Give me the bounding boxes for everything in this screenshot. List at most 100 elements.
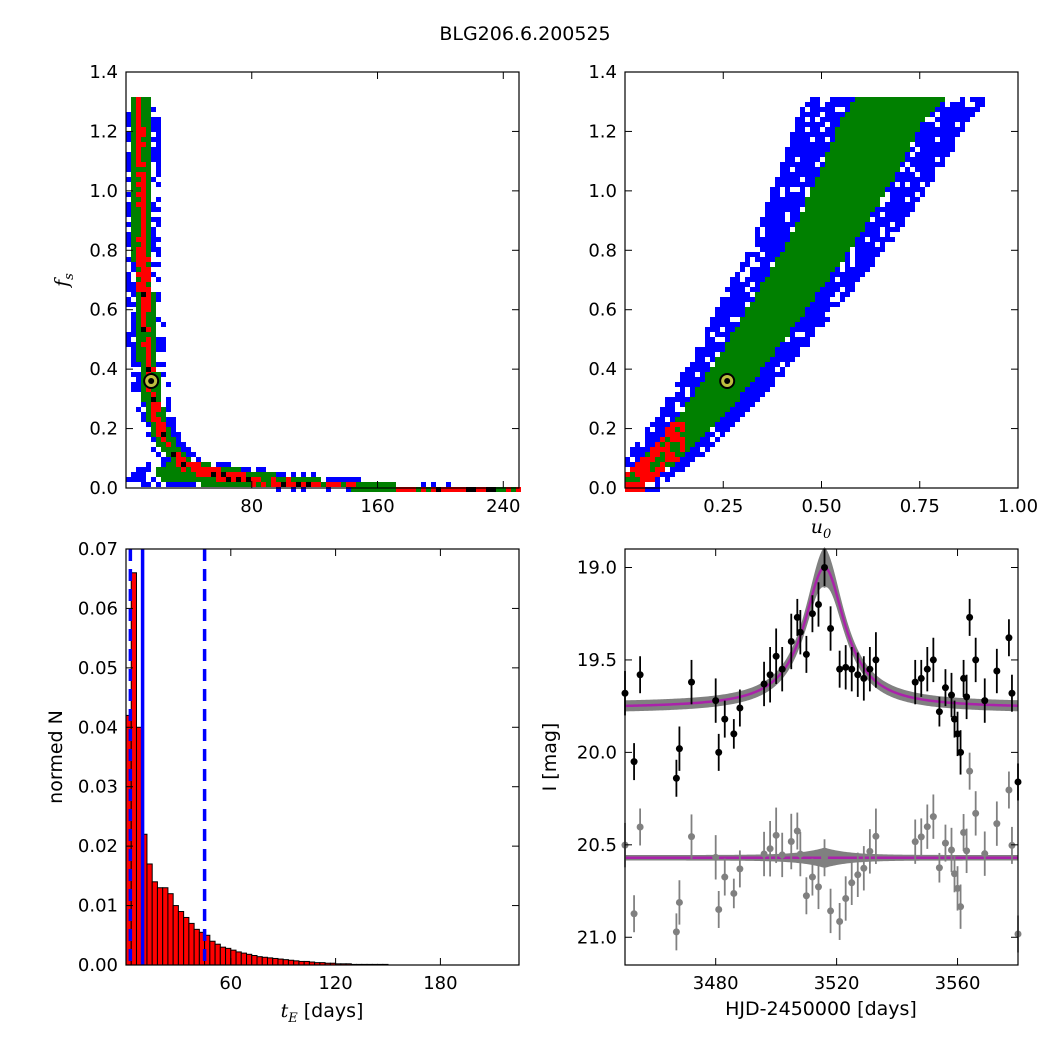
u0-fs-green-cell (660, 462, 665, 467)
u0-fs-blue-cell (700, 362, 705, 367)
u0-fs-green-cell (850, 212, 855, 217)
u0-fs-blue-cell (775, 182, 780, 187)
u0-fs-green-cell (890, 142, 895, 147)
u0-fs-green-cell (775, 322, 780, 327)
u0-fs-green-cell (750, 357, 755, 362)
te-fs-inner-cell (261, 482, 266, 487)
u0-fs-blue-cell (900, 182, 905, 187)
te-fs-red-cell (141, 322, 146, 327)
u0-fs-blue-cell (905, 157, 910, 162)
u0-fs-blue-cell (740, 402, 745, 407)
u0-fs-green-cell (875, 137, 880, 142)
u0-fs-green-cell (680, 422, 685, 427)
u0-fs-green-cell (785, 322, 790, 327)
te-fs-inner-cell (141, 357, 146, 362)
u0-fs-blue-cell (935, 162, 940, 167)
u0-fs-green-cell (815, 177, 820, 182)
u0-fs-blue-cell (795, 117, 800, 122)
u0-fs-blue-cell (805, 152, 810, 157)
u0-fs-blue-cell (810, 172, 815, 177)
u0-fs-blue-cell (720, 432, 725, 437)
histogram-bar (225, 947, 232, 966)
u0-fs-blue-cell (690, 367, 695, 372)
u0-fs-green-cell (685, 407, 690, 412)
u0-fs-green-cell (730, 392, 735, 397)
te-fs-red-cell (306, 482, 311, 487)
u0-fs-blue-cell (835, 282, 840, 287)
u0-fs-green-cell (875, 202, 880, 207)
u0-fs-blue-cell (720, 427, 725, 432)
u0-fs-green-cell (830, 142, 835, 147)
u0-fs-blue-cell (755, 397, 760, 402)
te-fs-blue-cell (156, 152, 161, 157)
u0-fs-green-cell (755, 302, 760, 307)
u0-fs-green-cell (700, 407, 705, 412)
u0-fs-green-cell (755, 322, 760, 327)
u0-fs-green-cell (710, 412, 715, 417)
te-fs-blue-cell (151, 127, 156, 132)
u0-fs-green-cell (835, 257, 840, 262)
te-fs-green-cell (171, 477, 176, 482)
te-fs-blue-cell (126, 202, 131, 207)
te-fs-green-cell (316, 477, 321, 482)
u0-fs-blue-cell (810, 152, 815, 157)
te-fs-red-cell (141, 312, 146, 317)
te-fs-green-cell (171, 462, 176, 467)
u0-fs-blue-cell (780, 212, 785, 217)
te-fs-green-cell (171, 472, 176, 477)
te-fs-blue-cell (126, 332, 131, 337)
data-point (836, 665, 844, 673)
u0-fs-blue-cell (785, 362, 790, 367)
te-fs-blue-cell (126, 477, 131, 482)
u0-fs-green-cell (880, 127, 885, 132)
u0-fs-ytick-label: 1.4 (588, 62, 617, 83)
residual-point (957, 903, 965, 911)
te-fs-blue-cell (136, 382, 141, 387)
u0-fs-blue-cell (755, 382, 760, 387)
u0-fs-blue-cell (815, 172, 820, 177)
u0-fs-green-cell (860, 127, 865, 132)
u0-fs-green-cell (870, 197, 875, 202)
te-fs-red-cell (146, 357, 151, 362)
u0-fs-green-cell (855, 197, 860, 202)
u0-fs-blue-cell (980, 97, 985, 102)
u0-fs-green-cell (930, 102, 935, 107)
te-fs-blue-cell (126, 282, 131, 287)
u0-fs-green-cell (735, 347, 740, 352)
u0-fs-green-cell (735, 387, 740, 392)
te-fs-inner-cell (241, 482, 246, 487)
u0-fs-blue-cell (830, 302, 835, 307)
u0-fs-green-cell (935, 97, 940, 102)
te-fs-green-cell (141, 397, 146, 402)
u0-fs-green-cell (850, 242, 855, 247)
te-fs-green-cell (151, 312, 156, 317)
u0-fs-green-cell (815, 232, 820, 237)
data-point (760, 680, 768, 688)
u0-fs-blue-cell (810, 112, 815, 117)
u0-fs-green-cell (860, 212, 865, 217)
u0-fs-blue-cell (745, 397, 750, 402)
te-fs-inner-cell (136, 217, 141, 222)
u0-fs-blue-cell (930, 112, 935, 117)
te-fs-green-cell (141, 372, 146, 377)
u0-fs-xtick-label: 0.25 (703, 496, 743, 517)
te-fs-red-cell (461, 487, 466, 492)
te-fs-green-cell (131, 252, 136, 257)
u0-fs-green-cell (760, 357, 765, 362)
u0-fs-green-cell (695, 407, 700, 412)
data-point (848, 665, 856, 673)
u0-fs-green-cell (870, 152, 875, 157)
u0-fs-green-cell (855, 152, 860, 157)
u0-fs-blue-cell (710, 327, 715, 332)
te-fs-blue-cell (151, 207, 156, 212)
u0-fs-green-cell (890, 167, 895, 172)
te-fs-green-cell (166, 462, 171, 467)
u0-fs-green-cell (810, 187, 815, 192)
te-fs-red-cell (136, 107, 141, 112)
te-fs-blue-cell (131, 322, 136, 327)
te-fs-blue-cell (156, 127, 161, 132)
te-fs-green-cell (131, 242, 136, 247)
te-fs-green-cell (296, 477, 301, 482)
te-fs-blue-cell (131, 387, 136, 392)
te-fs-blue-cell (151, 117, 156, 122)
